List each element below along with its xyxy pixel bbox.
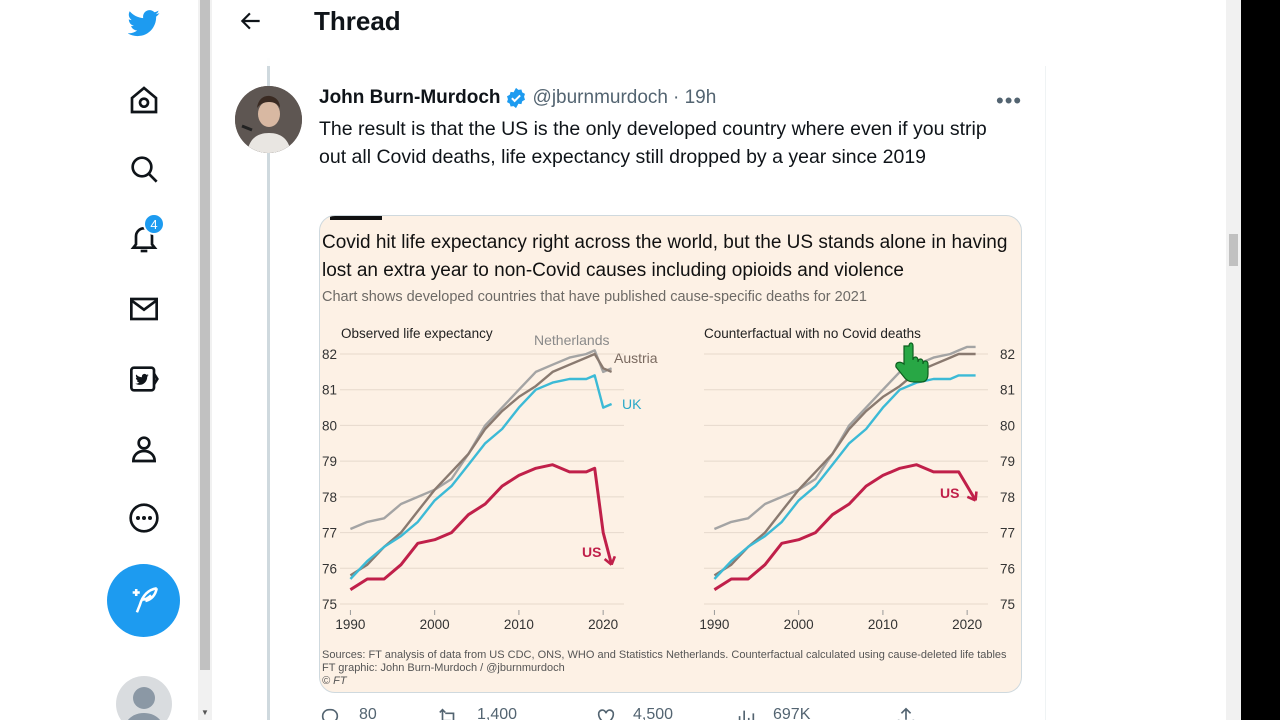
y-tick-label-0-79: 79 bbox=[322, 454, 337, 469]
x-tick-label-1-2020: 2020 bbox=[952, 617, 982, 632]
series-line-0-uk bbox=[349, 374, 613, 580]
screen-edge-black bbox=[1241, 0, 1280, 720]
hand-cursor-icon bbox=[895, 342, 929, 383]
label-netherlands: Netherlands bbox=[534, 332, 610, 348]
us-arrowhead-0 bbox=[603, 555, 617, 566]
y-tick-label-1-81: 81 bbox=[1000, 383, 1015, 398]
x-tick-label-0-1990: 1990 bbox=[335, 617, 365, 632]
back-arrow-icon[interactable] bbox=[236, 6, 266, 36]
panel-title-counterfactual: Counterfactual with no Covid deaths bbox=[704, 326, 921, 341]
chart-canvas: 82 81 80 79 78 77 76 75 1990 2000 2010 2020 Netherla… bbox=[322, 332, 1015, 632]
right-scrollbar[interactable] bbox=[1226, 0, 1241, 720]
y-tick-label-0-82: 82 bbox=[322, 347, 337, 362]
x-tick-label-0-2020: 2020 bbox=[588, 617, 618, 632]
author-avatar[interactable] bbox=[235, 86, 302, 153]
x-tick-label-1-1990: 1990 bbox=[699, 617, 729, 632]
ft-topbar bbox=[330, 216, 382, 220]
y-tick-label-1-78: 78 bbox=[1000, 490, 1015, 505]
y-tick-label-0-78: 78 bbox=[322, 490, 337, 505]
search-icon[interactable] bbox=[123, 148, 165, 190]
y-tick-label-1-77: 77 bbox=[1000, 526, 1015, 541]
source-text: Sources: FT analysis of data from US CDC… bbox=[322, 649, 1007, 661]
left-scrollbar-thumb[interactable] bbox=[200, 0, 210, 670]
left-navigation: 4 bbox=[0, 0, 198, 720]
right-scrollbar-thumb[interactable] bbox=[1229, 234, 1238, 266]
label-uk: UK bbox=[622, 396, 642, 412]
y-tick-label-1-75: 75 bbox=[1000, 597, 1015, 612]
y-tick-label-1-76: 76 bbox=[1000, 561, 1015, 576]
label-austria: Austria bbox=[614, 350, 658, 366]
retweet-count: 1,400 bbox=[477, 706, 518, 720]
left-scrollbar[interactable]: ▼ bbox=[198, 0, 212, 720]
author-handle[interactable]: @jburnmurdoch bbox=[532, 87, 668, 108]
page-title: Thread bbox=[314, 6, 401, 36]
tweet-more-options-icon[interactable]: ••• bbox=[996, 88, 1023, 113]
tweet-action-row: 80 1,400 4,500 697K bbox=[319, 706, 919, 720]
reply-icon[interactable] bbox=[319, 706, 341, 720]
x-tick-label-0-2000: 2000 bbox=[420, 617, 450, 632]
series-line-1-uk bbox=[713, 374, 976, 580]
y-tick-label-1-82: 82 bbox=[1000, 347, 1015, 362]
views-count: 697K bbox=[773, 706, 811, 720]
like-heart-icon[interactable] bbox=[595, 706, 617, 720]
series-line-0-netherlands bbox=[349, 349, 613, 531]
tweet-media-chart[interactable]: Covid hit life expectancy right across t… bbox=[319, 215, 1022, 693]
y-tick-label-0-80: 80 bbox=[322, 418, 337, 433]
more-options-icon[interactable] bbox=[123, 497, 165, 539]
series-line-0-austria bbox=[349, 352, 613, 577]
label-us-1: US bbox=[940, 485, 959, 501]
thread-header: Thread bbox=[212, 0, 1046, 66]
retweet-icon[interactable] bbox=[437, 706, 459, 720]
x-tick-label-0-2010: 2010 bbox=[504, 617, 534, 632]
series-line-0-us bbox=[349, 463, 614, 591]
tweet-timestamp[interactable]: · 19h bbox=[673, 87, 717, 108]
panel-title-observed: Observed life expectancy bbox=[341, 326, 493, 341]
y-tick-label-1-80: 80 bbox=[1000, 418, 1015, 433]
ft-brand: © FT bbox=[322, 675, 347, 687]
y-tick-label-0-76: 76 bbox=[322, 561, 337, 576]
chart-title: Covid hit life expectancy right across t… bbox=[322, 232, 1008, 281]
views-chart-icon[interactable] bbox=[735, 706, 757, 720]
chart-subtitle: Chart shows developed countries that hav… bbox=[322, 289, 867, 305]
right-sidebar-blank bbox=[1046, 0, 1226, 720]
y-tick-label-1-79: 79 bbox=[1000, 454, 1015, 469]
series-line-1-us bbox=[713, 463, 977, 591]
series-line-1-netherlands bbox=[713, 345, 976, 531]
twitter-logo-icon[interactable] bbox=[123, 2, 165, 44]
tweet-author-row: John Burn-Murdoch @jburnmurdoch · 19h bbox=[319, 87, 716, 109]
x-tick-label-1-2010: 2010 bbox=[868, 617, 898, 632]
tweet-text: The result is that the US is the only de… bbox=[319, 118, 987, 168]
home-icon[interactable] bbox=[123, 79, 165, 121]
us-arrowhead-1 bbox=[966, 491, 978, 502]
series-line-1-austria bbox=[713, 352, 976, 577]
reply-count: 80 bbox=[359, 706, 377, 720]
label-us-0: US bbox=[582, 544, 601, 560]
main-column: Thread John Burn-Murdoch @jburnmurdoch ·… bbox=[212, 0, 1046, 720]
compose-tweet-button[interactable] bbox=[107, 564, 180, 637]
author-name[interactable]: John Burn-Murdoch bbox=[319, 87, 501, 108]
messages-mail-icon[interactable] bbox=[123, 288, 165, 330]
like-count: 4,500 bbox=[633, 706, 674, 720]
thread-connector-line bbox=[267, 58, 270, 720]
verified-badge-icon bbox=[506, 87, 525, 109]
y-tick-label-0-75: 75 bbox=[322, 597, 337, 612]
credit-text: FT graphic: John Burn-Murdoch / @jburnmu… bbox=[322, 662, 565, 674]
y-tick-label-0-81: 81 bbox=[322, 383, 337, 398]
chart-source: Sources: FT analysis of data from US CDC… bbox=[322, 649, 1021, 688]
notification-count-badge: 4 bbox=[143, 213, 165, 235]
x-tick-label-1-2000: 2000 bbox=[784, 617, 814, 632]
twitter-blue-icon[interactable] bbox=[123, 358, 165, 400]
share-icon[interactable] bbox=[895, 706, 917, 720]
scroll-down-arrow-icon[interactable]: ▼ bbox=[201, 708, 209, 717]
y-tick-label-0-77: 77 bbox=[322, 526, 337, 541]
account-avatar[interactable] bbox=[116, 676, 172, 720]
feather-plus-icon bbox=[132, 586, 158, 613]
profile-person-icon[interactable] bbox=[123, 428, 165, 470]
